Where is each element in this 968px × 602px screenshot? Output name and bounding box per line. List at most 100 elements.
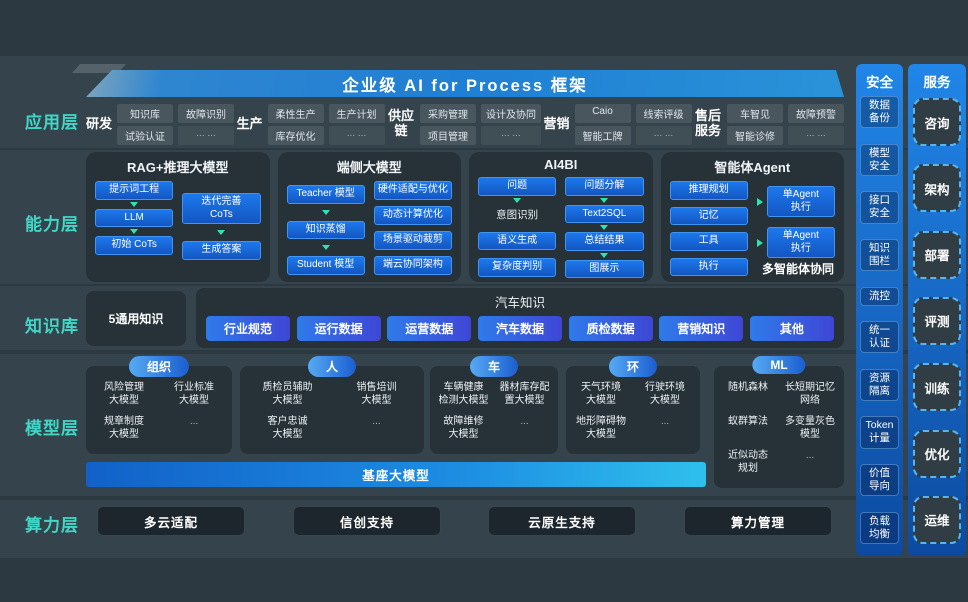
security-item-list: 数据 备份 模型 安全 接口 安全 知识 围栏 流控 统一 认证 资源 隔离 T… bbox=[856, 94, 903, 546]
rag-flow-right: 迭代完善 CoTs 生成答案 bbox=[182, 181, 261, 260]
model-item: 故障维修 大模型 bbox=[443, 416, 484, 440]
arrow-down-icon bbox=[513, 197, 522, 203]
model-group-pill: 环 bbox=[608, 356, 658, 377]
model-item: 近似动态 规划 bbox=[728, 450, 768, 474]
knowledge-chip: 运行数据 bbox=[296, 316, 381, 341]
app-group-title: 研发 bbox=[86, 115, 113, 131]
app-group-title: 售后服务 bbox=[694, 108, 721, 138]
cap-box-title: 端侧大模型 bbox=[336, 160, 402, 175]
flow-node: 问题分解 bbox=[565, 177, 644, 196]
app-chip: 采购管理 bbox=[420, 103, 476, 123]
security-rail: 安全 数据 备份 模型 安全 接口 安全 知识 围栏 流控 统一 认证 资源 隔… bbox=[856, 64, 903, 556]
cap-box-agent: 智能体Agent 推理规划 记忆 工具 执行 单Agent 执行 单Agent … bbox=[660, 152, 844, 282]
cap-box-title: RAG+推理大模型 bbox=[127, 160, 229, 175]
app-chip: 线索评级 bbox=[635, 103, 692, 123]
auto-knowledge-box: 汽车知识 行业规范 运行数据 运营数据 汽车数据 质检数据 营销知识 其他 bbox=[196, 288, 844, 348]
layer-label-model: 模型层 bbox=[25, 419, 79, 438]
model-item: 销售培训 大模型 bbox=[356, 382, 397, 406]
arrow-down-icon bbox=[217, 230, 226, 235]
app-group-marketing: 营销 Caio 线索评级 智能工牌 ... ... bbox=[543, 103, 692, 145]
security-item: 知识 围栏 bbox=[860, 238, 899, 272]
knowledge-chip: 汽车数据 bbox=[477, 316, 562, 341]
service-item: 部署 bbox=[913, 230, 961, 279]
app-chip: Caio bbox=[574, 103, 631, 123]
app-chip-grid: 柔性生产 生产计划 库存优化 ... ... bbox=[267, 103, 385, 145]
model-item: 风险管理 大模型 bbox=[104, 382, 144, 406]
agent-component: 记忆 bbox=[669, 206, 748, 225]
model-item-more: ... bbox=[520, 416, 529, 427]
flow-node: 图展示 bbox=[565, 259, 644, 278]
cap-box-ai4bi: AI4BI 问题 意图识别 语义生成 复杂度判别 问题分解 Text2SQL 总… bbox=[469, 152, 653, 282]
security-item: Token 计量 bbox=[860, 416, 899, 449]
app-group-rnd: 研发 知识库 故障识别 试验认证 ... ... bbox=[86, 103, 235, 145]
app-group-supply-chain: 供应链 采购管理 设计及协同 项目管理 ... ... bbox=[387, 103, 541, 145]
flow-node: 语义生成 bbox=[478, 231, 557, 250]
service-item: 优化 bbox=[913, 429, 961, 478]
layer-label-capability: 能力层 bbox=[25, 215, 79, 234]
app-group-title: 营销 bbox=[543, 115, 570, 131]
app-chip: 柔性生产 bbox=[267, 103, 324, 123]
layer-label-application: 应用层 bbox=[25, 113, 79, 132]
flow-node: 初始 CoTs bbox=[95, 236, 174, 255]
model-item: 地形障碍物 大模型 bbox=[576, 416, 626, 440]
flow-node: Student 模型 bbox=[286, 256, 365, 275]
app-chip-grid: 知识库 故障识别 试验认证 ... ... bbox=[117, 103, 235, 145]
security-item: 价值 导向 bbox=[860, 464, 899, 497]
model-item: 多变量灰色 模型 bbox=[785, 416, 835, 440]
general-knowledge-box: 5通用知识 bbox=[86, 291, 186, 346]
arrow-right-icon bbox=[756, 197, 763, 206]
cap-box-edge-model: 端侧大模型 Teacher 模型 知识蒸馏 Student 模型 硬件适配与优化… bbox=[277, 152, 461, 282]
service-item: 架构 bbox=[913, 164, 961, 213]
agent-component: 工具 bbox=[669, 232, 748, 251]
model-item: 行业标准 大模型 bbox=[174, 382, 214, 406]
rag-flow-left: 提示词工程 LLM 初始 CoTs bbox=[95, 181, 174, 260]
knowledge-chip: 其他 bbox=[749, 316, 834, 341]
capability-row: RAG+推理大模型 提示词工程 LLM 初始 CoTs 迭代完善 CoTs 生成… bbox=[86, 152, 844, 282]
security-item: 负载 均衡 bbox=[860, 511, 899, 544]
feature-chip: 场景驱动裁剪 bbox=[373, 231, 452, 250]
app-chip: 车智见 bbox=[726, 103, 783, 123]
cap-box-title: 智能体Agent bbox=[714, 160, 791, 175]
security-item: 数据 备份 bbox=[860, 96, 899, 129]
app-chip-grid: Caio 线索评级 智能工牌 ... ... bbox=[574, 103, 692, 145]
model-group-pill: 人 bbox=[307, 356, 357, 377]
framework-title-banner: 企业级 AI for Process 框架 bbox=[86, 70, 844, 97]
service-item: 评测 bbox=[913, 296, 961, 345]
arrow-down-icon bbox=[600, 225, 609, 230]
model-item-more: ... bbox=[660, 416, 670, 427]
agent-component: 执行 bbox=[669, 257, 748, 276]
service-item: 咨询 bbox=[913, 98, 961, 146]
flow-node: LLM bbox=[95, 208, 174, 227]
flow-node: 问题 bbox=[478, 177, 557, 196]
edge-flow-left: Teacher 模型 知识蒸馏 Student 模型 bbox=[286, 181, 365, 275]
knowledge-chip: 营销知识 bbox=[659, 316, 744, 341]
edge-feature-list: 硬件适配与优化 动态计算优化 场景驱动裁剪 端云协同架构 bbox=[373, 181, 452, 275]
model-item-more: ... bbox=[372, 416, 381, 427]
flow-node: Teacher 模型 bbox=[286, 185, 365, 204]
cap-box-rag: RAG+推理大模型 提示词工程 LLM 初始 CoTs 迭代完善 CoTs 生成… bbox=[86, 152, 270, 282]
app-chip: 智能工牌 bbox=[574, 125, 631, 145]
service-rail: 服务 咨询 架构 部署 评测 训练 优化 运维 bbox=[908, 64, 966, 556]
compute-box-multicloud: 多云适配 bbox=[97, 506, 245, 536]
app-chip: 设计及协同 bbox=[481, 103, 541, 123]
model-item: 规章制度 大模型 bbox=[104, 416, 144, 440]
flow-node: 提示词工程 bbox=[95, 181, 174, 200]
service-rail-title: 服务 bbox=[923, 75, 951, 90]
app-chip: 项目管理 bbox=[420, 125, 476, 145]
arrow-down-icon bbox=[321, 209, 330, 215]
agent-exec-node: 单Agent 执行 bbox=[766, 227, 835, 258]
app-chip: 生产计划 bbox=[328, 103, 385, 123]
app-chip-grid: 采购管理 设计及协同 项目管理 ... ... bbox=[420, 103, 541, 145]
foundation-model-bar: 基座大模型 bbox=[86, 462, 706, 487]
security-item: 模型 安全 bbox=[860, 143, 899, 176]
app-chip-more: ... ... bbox=[328, 125, 385, 145]
app-chip: 库存优化 bbox=[267, 125, 324, 145]
model-group-organization: 组织 风险管理 大模型 行业标准 大模型 规章制度 大模型 ... bbox=[86, 356, 232, 454]
security-item: 统一 认证 bbox=[860, 321, 899, 354]
service-item: 运维 bbox=[913, 495, 961, 544]
knowledge-chip: 质检数据 bbox=[568, 316, 653, 341]
compute-box-cloudnative: 云原生支持 bbox=[488, 506, 636, 536]
app-group-title: 供应链 bbox=[387, 108, 414, 138]
service-item: 训练 bbox=[913, 363, 961, 412]
